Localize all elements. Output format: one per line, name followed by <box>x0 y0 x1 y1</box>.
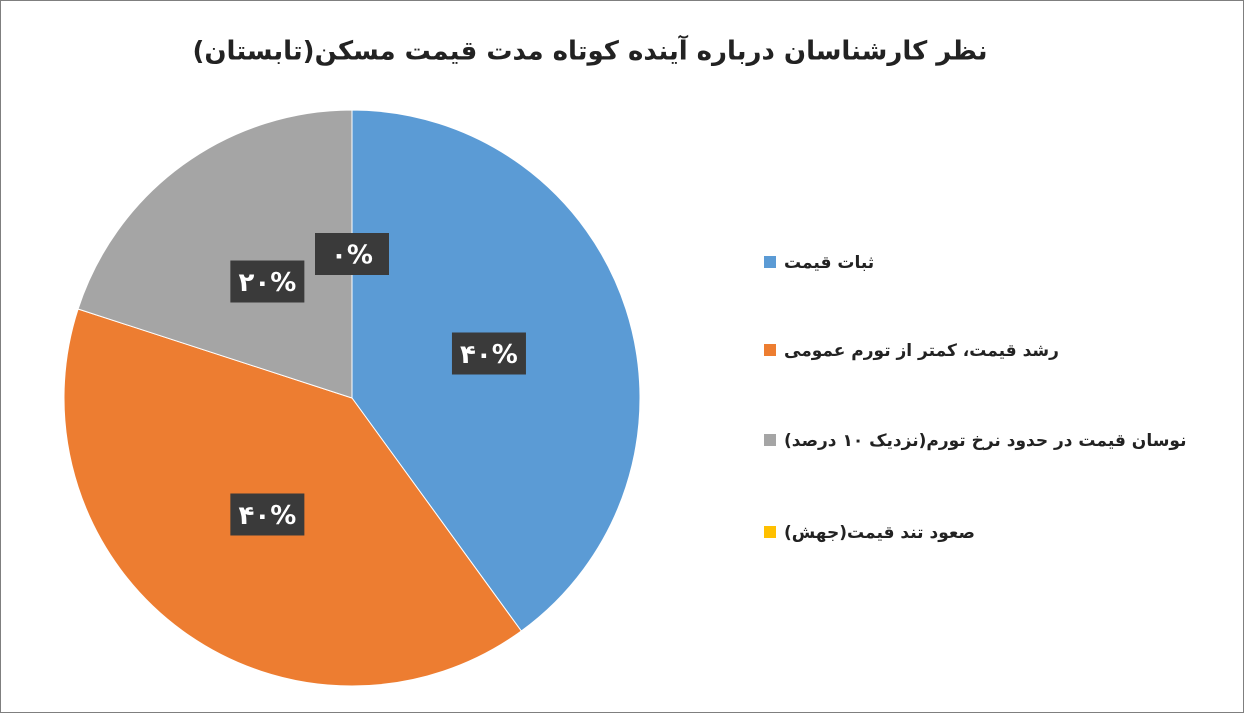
chart-title: نظر کارشناسان درباره آینده کوتاه مدت قیم… <box>192 35 987 67</box>
legend-swatch <box>764 344 776 356</box>
data-label: ۴۰% <box>460 340 518 370</box>
pie-slice <box>77 109 353 399</box>
data-label: ۲۰% <box>238 268 296 298</box>
legend-label: نوسان قیمت در حدود نرخ تورم(نزدیک ۱۰ درص… <box>784 431 1186 451</box>
legend-swatch <box>764 434 776 446</box>
legend-label: ثبات قیمت <box>784 253 874 273</box>
data-label-box <box>230 260 305 303</box>
data-label: ۰% <box>331 241 373 271</box>
legend-label: رشد قیمت، کمتر از تورم عمومی <box>784 341 1059 361</box>
legend-swatch <box>764 256 776 268</box>
data-label: ۴۰% <box>238 501 296 531</box>
legend-swatch <box>764 526 776 538</box>
legend-label: صعود تند قیمت(جهش) <box>784 523 975 543</box>
data-label-box <box>315 233 389 275</box>
data-label-box <box>451 332 526 375</box>
data-label-box <box>230 493 305 536</box>
